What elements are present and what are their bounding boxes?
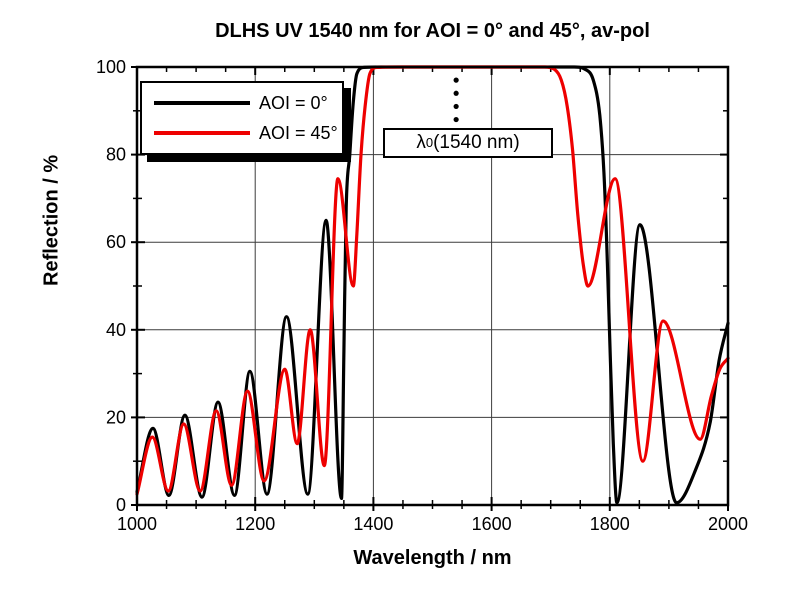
chart-title: DLHS UV 1540 nm for AOI = 0° and 45°, av…: [215, 20, 650, 42]
x-axis-label: Wavelength / nm: [353, 547, 512, 569]
legend-line-sample-aoi0: [154, 101, 250, 105]
y-tick-label: 80: [106, 145, 126, 165]
curve-aoi0: [135, 65, 730, 505]
y-tick-label: 60: [106, 232, 126, 252]
lambda0-marker-dot: [453, 77, 459, 83]
x-tick-label: 1000: [117, 514, 157, 534]
x-tick-label: 1200: [235, 514, 275, 534]
legend-row-aoi45: AOI = 45°: [142, 121, 342, 145]
lambda0-symbol: λ: [416, 132, 426, 153]
legend-line-sample-aoi45: [154, 131, 250, 135]
legend-label-aoi45: AOI = 45°: [259, 122, 338, 143]
y-tick-label: 40: [106, 320, 126, 340]
legend-row-aoi0: AOI = 0°: [142, 91, 342, 115]
legend-label-aoi0: AOI = 0°: [259, 92, 328, 113]
y-tick-label: 20: [106, 407, 126, 427]
y-tick-label: 100: [96, 57, 126, 77]
lambda0-marker-dot: [453, 103, 459, 110]
x-tick-label: 1400: [353, 514, 393, 534]
x-tick-label: 2000: [708, 514, 748, 534]
y-tick-label: 0: [116, 495, 126, 515]
lambda0-value: (1540 nm): [433, 132, 520, 153]
curve-aoi45: [135, 65, 730, 496]
x-tick-label: 1800: [590, 514, 630, 534]
x-tick-label: 1600: [472, 514, 512, 534]
legend: AOI = 0° AOI = 45°: [140, 81, 344, 155]
plot-frame: [135, 65, 730, 507]
lambda0-marker-dot: [453, 116, 459, 123]
lambda0-marker-dot: [453, 90, 459, 96]
